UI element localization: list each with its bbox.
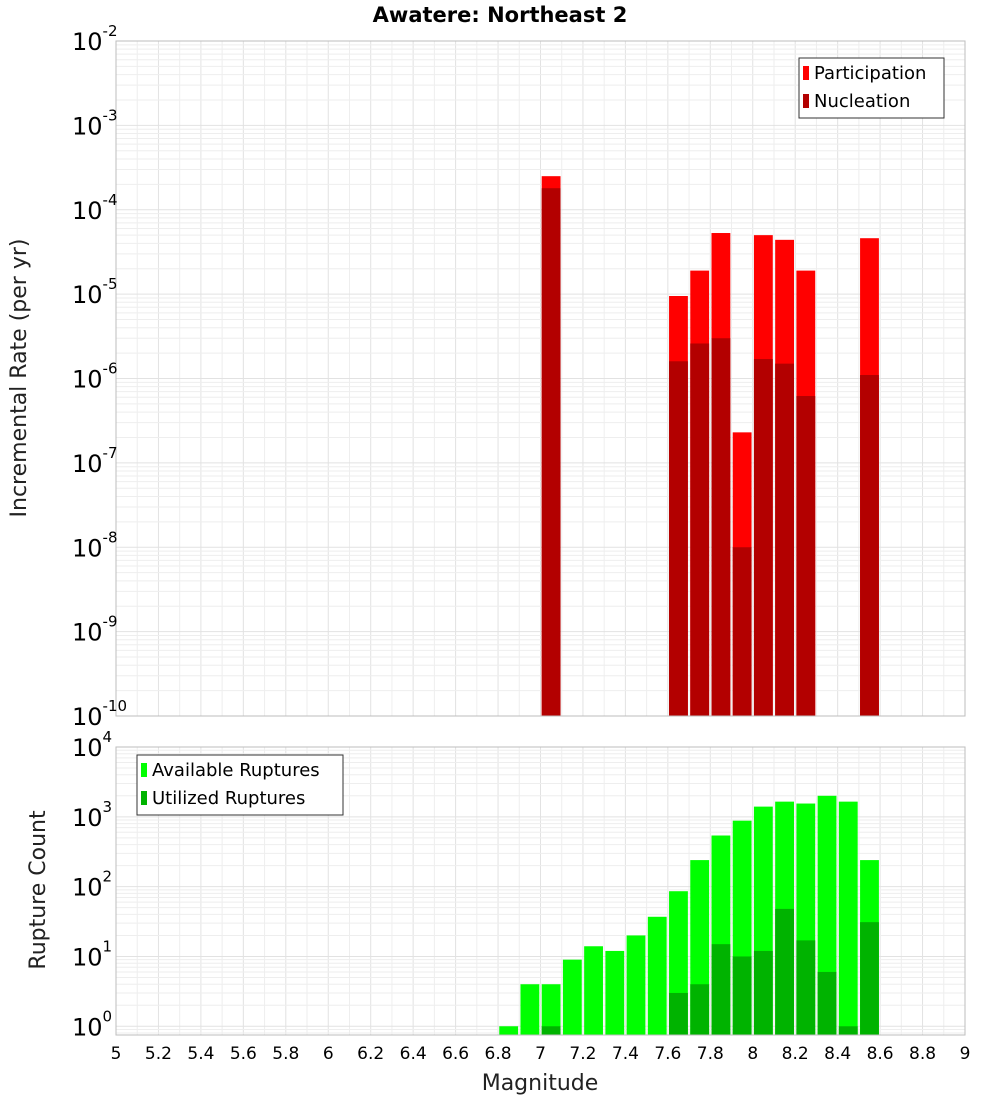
bar xyxy=(541,188,561,717)
bar xyxy=(775,363,794,716)
bar xyxy=(605,950,625,1035)
bars xyxy=(541,176,879,717)
legend-entry: Participation xyxy=(814,63,926,84)
x-tick-label: 5.2 xyxy=(145,1044,172,1064)
rupture-count-axis-label: Rupture Count xyxy=(26,810,51,970)
x-tick-label: 6.6 xyxy=(442,1044,469,1064)
bar xyxy=(562,959,582,1035)
bar xyxy=(584,946,603,1035)
x-tick-label: 7.4 xyxy=(612,1044,639,1064)
x-tick-label: 8.4 xyxy=(824,1044,851,1064)
legend-swatch xyxy=(803,66,809,80)
bar xyxy=(838,1026,858,1035)
bar xyxy=(647,916,667,1035)
legend-box xyxy=(136,754,344,816)
x-tick-label: 7.6 xyxy=(654,1044,681,1064)
y-tick-label: 10-5 xyxy=(72,275,118,309)
bar xyxy=(817,971,837,1035)
y-tick-label: 10-9 xyxy=(72,613,118,647)
nucleation-series xyxy=(541,188,879,717)
y-tick-label: 10-8 xyxy=(72,528,118,562)
x-tick-label: 6 xyxy=(323,1044,334,1064)
legend-entry: Available Ruptures xyxy=(152,760,320,781)
magnitude-axis-label: Magnitude xyxy=(482,1071,599,1096)
x-tick-label: 5 xyxy=(111,1044,122,1064)
bar xyxy=(860,375,879,716)
bar xyxy=(753,950,773,1035)
bar xyxy=(796,396,816,716)
legend-swatch xyxy=(141,791,147,805)
x-tick-label: 5.8 xyxy=(272,1044,299,1064)
rupture-count-plot: 100 101 102 103 104 Available Ruptures Utilize… xyxy=(72,728,970,1064)
bar xyxy=(669,992,688,1035)
x-tick-label: 8.2 xyxy=(782,1044,809,1064)
bar xyxy=(860,922,879,1035)
y-tick-label: 10-3 xyxy=(72,106,118,140)
x-tick-label: 7.2 xyxy=(569,1044,596,1064)
x-tick-label: 8.6 xyxy=(867,1044,894,1064)
y-tick-label: 10-2 xyxy=(72,22,118,56)
bar xyxy=(541,984,561,1035)
y-tick-label: 101 xyxy=(72,937,112,971)
bar xyxy=(753,359,773,716)
bar xyxy=(838,801,858,1035)
y-tick-label: 10-6 xyxy=(72,360,118,394)
x-tick-label: 7 xyxy=(535,1044,546,1064)
grid xyxy=(115,40,966,717)
incremental-rate-plot: 10-10 10-9 10-8 10-7 10-6 10-5 10-4 10-3 10-2 Par… xyxy=(72,22,966,731)
y-tick-label: 10-7 xyxy=(72,444,118,478)
x-tick-label: 8.8 xyxy=(909,1044,936,1064)
legend-box xyxy=(798,57,945,119)
bar xyxy=(669,361,688,716)
bar xyxy=(520,984,540,1035)
legend-swatch xyxy=(803,94,809,108)
x-tick-label: 6.2 xyxy=(357,1044,384,1064)
bar xyxy=(711,944,731,1035)
legend-entry: Utilized Ruptures xyxy=(152,788,305,809)
x-tick-label: 5.4 xyxy=(187,1044,214,1064)
legend-swatch xyxy=(141,763,147,777)
bar xyxy=(690,984,710,1035)
x-tick-label: 8 xyxy=(747,1044,758,1064)
legend-entry: Nucleation xyxy=(814,91,910,112)
legend: Participation Nucleation xyxy=(798,57,945,119)
legend: Available Ruptures Utilized Ruptures xyxy=(136,754,344,816)
y-tick-label: 100 xyxy=(72,1007,112,1041)
plot-frame xyxy=(115,40,966,717)
bar xyxy=(499,1026,519,1035)
y-tick-label: 103 xyxy=(72,798,112,832)
plot-frame xyxy=(115,746,966,1036)
utilized-ruptures-series xyxy=(541,908,879,1035)
x-tick-label: 7.8 xyxy=(697,1044,724,1064)
x-tick-labels: 5 5.2 5.4 5.6 5.8 6 6.2 6.4 6.6 6.8 7 7.2 7.4 7.6 7.8 8… xyxy=(111,1044,971,1064)
bar xyxy=(711,338,731,716)
x-tick-label: 6.4 xyxy=(400,1044,427,1064)
incremental-rate-axis-label: Incremental Rate (per yr) xyxy=(7,239,32,518)
y-tick-label: 10-10 xyxy=(72,697,127,731)
bar xyxy=(732,956,752,1035)
bar xyxy=(775,908,794,1035)
y-tick-labels: 10-10 10-9 10-8 10-7 10-6 10-5 10-4 10-3 10-2 xyxy=(72,22,127,731)
bar xyxy=(541,1026,561,1035)
chart-title: Awatere: Northeast 2 xyxy=(373,3,628,27)
x-tick-label: 9 xyxy=(960,1044,971,1064)
y-tick-label: 102 xyxy=(72,868,112,902)
y-tick-label: 10-4 xyxy=(72,191,118,225)
bars xyxy=(499,795,879,1035)
x-tick-label: 6.8 xyxy=(485,1044,512,1064)
x-tick-label: 5.6 xyxy=(230,1044,257,1064)
bar xyxy=(690,343,710,716)
bar xyxy=(796,940,816,1035)
y-tick-labels: 100 101 102 103 104 xyxy=(72,728,112,1041)
bar xyxy=(732,547,752,716)
bar xyxy=(626,935,646,1035)
y-tick-label: 104 xyxy=(72,728,112,762)
